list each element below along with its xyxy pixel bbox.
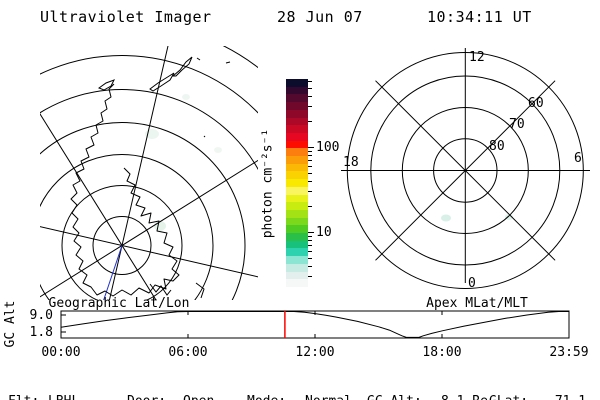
status-mode-label: Mode: bbox=[247, 394, 305, 400]
app-title: Ultraviolet Imager bbox=[40, 8, 212, 26]
status-gcalt-value: 8.1 Re bbox=[441, 394, 488, 400]
new-zealand-coastline bbox=[97, 56, 231, 138]
status-gcalt-label: GC Alt: bbox=[367, 394, 441, 400]
status-mode: Mode:Normal bbox=[247, 394, 352, 400]
ring-label-80: 80 bbox=[489, 139, 505, 154]
mlt-label-0: 0 bbox=[468, 276, 476, 291]
strip-axis-ticks bbox=[61, 311, 443, 338]
map-latitude-circles bbox=[40, 46, 258, 300]
status-col-door: Door:Open Gain:14 bbox=[127, 364, 214, 400]
status-flt: Flt:LBHL bbox=[8, 394, 79, 400]
colorbar bbox=[286, 79, 308, 287]
strip-xtick-0600: 06:00 bbox=[168, 345, 207, 360]
time-label: 10:34:11 UT bbox=[427, 8, 532, 26]
status-col-flt: Flt:LBHL IP:36.0 bbox=[8, 364, 79, 400]
strip-xtick-1800: 18:00 bbox=[422, 345, 461, 360]
mlt-label-6: 6 bbox=[574, 151, 582, 166]
status-flt-label: Flt: bbox=[8, 394, 48, 400]
status-door-value: Open bbox=[183, 394, 214, 400]
status-mode-value: Normal bbox=[305, 394, 352, 400]
gc-alt-curve bbox=[61, 311, 569, 338]
colorbar-tick-label-100: 100 bbox=[316, 140, 340, 155]
date-label: 28 Jun 07 bbox=[277, 8, 363, 26]
strip-xtick-0000: 00:00 bbox=[41, 345, 80, 360]
coast-detail-squiggle bbox=[149, 282, 205, 299]
status-glat-label: GLat: bbox=[489, 394, 547, 400]
status-glat: GLat:-71.1 bbox=[489, 394, 586, 400]
ring-label-60: 60 bbox=[528, 96, 544, 111]
status-col-glat: GLat:-71.1 GLon:177.7 bbox=[489, 364, 586, 400]
polar-caption: Apex MLat/MLT bbox=[426, 296, 528, 311]
strip-ytick-bottom: 1.8 bbox=[30, 325, 53, 340]
strip-xtick-2359: 23:59 bbox=[549, 345, 588, 360]
status-door: Door:Open bbox=[127, 394, 214, 400]
status-col-mode: Mode:Normal Dsp:-4.1 bbox=[247, 364, 352, 400]
status-flt-value: LBHL bbox=[48, 394, 79, 400]
map-caption: Geographic Lat/Lon bbox=[48, 296, 190, 311]
ring-label-70: 70 bbox=[509, 117, 525, 132]
status-door-label: Door: bbox=[127, 394, 183, 400]
strip-plot-box bbox=[60, 310, 570, 339]
antarctica-coastline bbox=[70, 83, 180, 297]
strip-ylabel: GC Alt bbox=[3, 301, 18, 348]
strip-ytick-top: 9.0 bbox=[30, 308, 53, 323]
strip-xtick-1200: 12:00 bbox=[295, 345, 334, 360]
colorbar-tick-label-10: 10 bbox=[316, 225, 332, 240]
mlt-label-18: 18 bbox=[343, 155, 359, 170]
mlt-label-12: 12 bbox=[469, 50, 485, 65]
status-col-gcalt: GC Alt:8.1 Re Seq:39 bbox=[367, 364, 488, 400]
polar-spokes bbox=[341, 48, 590, 283]
status-gcalt: GC Alt:8.1 Re bbox=[367, 394, 488, 400]
status-glat-value: -71.1 bbox=[547, 394, 586, 400]
orbit-track-line bbox=[103, 245, 123, 300]
